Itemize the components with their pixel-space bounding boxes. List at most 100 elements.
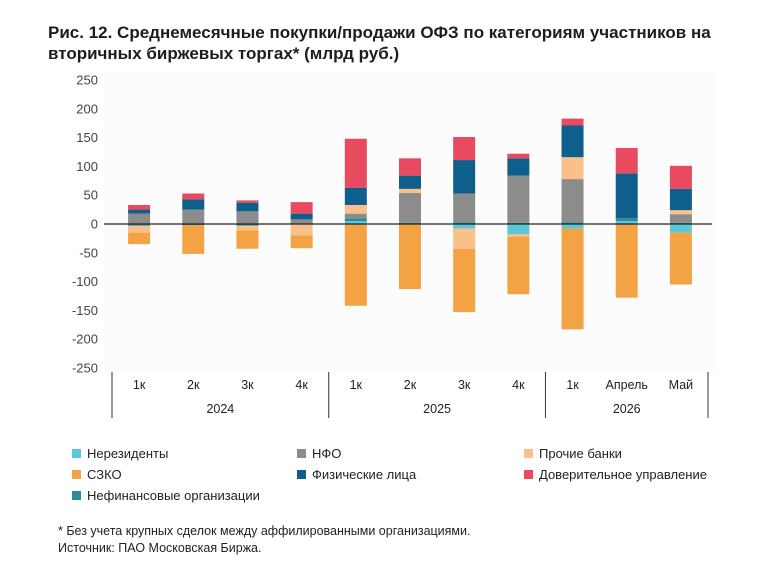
y-tick-label: 200	[76, 101, 98, 116]
legend-label: НФО	[312, 446, 342, 461]
bar-segment-физические-лица	[344, 187, 367, 205]
x-group-label: 2025	[423, 402, 451, 416]
bar-segment-доверительное-управление	[669, 165, 692, 189]
legend-label: Нефинансовые организации	[87, 488, 260, 503]
bar-segment-доверительное-управление	[236, 200, 259, 203]
bar-segment-нефинансовые-организации	[615, 218, 638, 222]
bar-segment-сзко	[615, 224, 638, 298]
bar-segment-физические-лица	[669, 188, 692, 211]
legend-label: СЗКО	[87, 467, 122, 482]
bar-segment-физические-лица	[615, 173, 638, 219]
bar-segment-доверительное-управление	[399, 158, 421, 176]
bar-segment-нефинансовые-организации	[453, 222, 476, 224]
stacked-bar-chart: 250 200 150 100 50 0 -50 -100 -150 -200 -250 1к 2к 3к…	[71, 72, 712, 418]
y-tick-label: 100	[76, 159, 98, 174]
x-tick-label: 4к	[295, 378, 308, 392]
bar-segment-нефинансовые-организации	[344, 218, 367, 222]
bar-segment-доверительное-управление	[290, 202, 313, 214]
legend-item: Нефинансовые организации	[72, 488, 260, 503]
legend-swatch	[72, 491, 81, 500]
y-tick-label: -100	[72, 274, 98, 289]
bar-segment-нефинансовые-организации	[128, 224, 151, 226]
bar-segment-сзко	[399, 224, 421, 290]
bar-segment-прочие-банки	[561, 157, 584, 180]
notes: * Без учета крупных сделок между аффилир…	[58, 523, 470, 557]
x-tick-label: Май	[669, 378, 694, 392]
legend-item: Доверительное управление	[524, 467, 707, 482]
chart-title: Рис. 12. Среднемесячные покупки/продажи …	[48, 23, 711, 63]
y-tick-label: -50	[79, 245, 98, 260]
x-tick-label: 4к	[512, 378, 525, 392]
bar-segment-физические-лица	[182, 199, 205, 210]
legend-swatch	[524, 449, 533, 458]
bar-segment-нфо	[128, 213, 151, 224]
bar-segment-доверительное-управление	[507, 153, 530, 159]
bar-segment-доверительное-управление	[615, 147, 638, 174]
bar-segment-нерезиденты	[669, 224, 692, 233]
x-tick-label: 2к	[187, 378, 200, 392]
x-tick-label: 3к	[241, 378, 254, 392]
bar-segment-доверительное-управление	[561, 118, 584, 126]
bar-segment-сзко	[507, 236, 530, 295]
legend-label: Прочие банки	[539, 446, 622, 461]
bar-segment-сзко	[344, 224, 367, 306]
legend-label: Доверительное управление	[539, 467, 707, 482]
bar-segment-сзко	[236, 230, 259, 249]
legend-swatch	[297, 470, 306, 479]
x-tick-label: 1к	[350, 378, 363, 392]
legend-label: Нерезиденты	[87, 446, 169, 461]
bar-segment-физические-лица	[561, 125, 584, 158]
bar-segment-нерезиденты	[615, 221, 638, 224]
bar-segment-нфо	[669, 214, 692, 223]
bar-segment-физические-лица	[128, 209, 151, 214]
bar-segment-прочие-банки	[453, 228, 476, 249]
legend-item: Нерезиденты	[72, 446, 168, 461]
bar-segment-нерезиденты	[507, 224, 530, 235]
legend-item: Физические лица	[297, 467, 416, 482]
bar-segment-физические-лица	[236, 202, 259, 212]
bar-segment-нфо	[399, 192, 421, 223]
bar-segment-нерезиденты	[453, 224, 476, 229]
y-tick-label: -250	[72, 361, 98, 376]
legend-item: СЗКО	[72, 467, 122, 482]
legend-swatch	[524, 470, 533, 479]
y-tick-label: 150	[76, 130, 98, 145]
bar-segment-сзко	[128, 232, 151, 245]
bar-segment-нфо	[290, 219, 313, 224]
bar-segment-нерезиденты	[561, 224, 584, 229]
bar-segment-сзко	[561, 228, 584, 330]
y-tick-label: 0	[91, 217, 98, 232]
x-group-label: 2026	[613, 402, 641, 416]
legend: Нерезиденты НФО Прочие банки СЗКО Физические…	[72, 446, 752, 510]
bar-segment-доверительное-управление	[182, 193, 205, 200]
x-tick-label: Апрель	[606, 378, 648, 392]
legend-swatch	[72, 449, 81, 458]
bar-segment-прочие-банки	[344, 204, 367, 214]
y-tick-label: 250	[76, 73, 98, 88]
legend-label: Физические лица	[312, 467, 417, 482]
bar-segment-нфо	[344, 213, 367, 219]
bar-segment-прочие-банки	[290, 224, 313, 236]
x-tick-label: 1к	[133, 378, 146, 392]
legend-swatch	[72, 470, 81, 479]
bar-segment-сзко	[290, 235, 313, 249]
x-tick-label: 3к	[458, 378, 471, 392]
bar-segment-сзко	[669, 232, 692, 285]
footnote: * Без учета крупных сделок между аффилир…	[58, 524, 471, 538]
bar-segment-прочие-банки	[399, 188, 421, 193]
bar-segment-нфо	[453, 193, 476, 223]
bar-segment-физические-лица	[507, 158, 530, 176]
y-tick-label: -200	[72, 332, 98, 347]
legend-swatch	[297, 449, 306, 458]
bar-segment-физические-лица	[290, 213, 313, 220]
y-tick-label: 50	[84, 188, 98, 203]
x-tick-label: 1к	[566, 378, 579, 392]
x-group-label: 2024	[206, 402, 234, 416]
bar-segment-прочие-банки	[507, 234, 530, 237]
bar-segment-нфо	[236, 211, 259, 224]
bar-segment-прочие-банки	[669, 210, 692, 215]
bar-segment-сзко	[453, 248, 476, 313]
legend-item: НФО	[297, 446, 341, 461]
legend-item: Прочие банки	[524, 446, 622, 461]
bar-segment-доверительное-управление	[344, 138, 367, 188]
